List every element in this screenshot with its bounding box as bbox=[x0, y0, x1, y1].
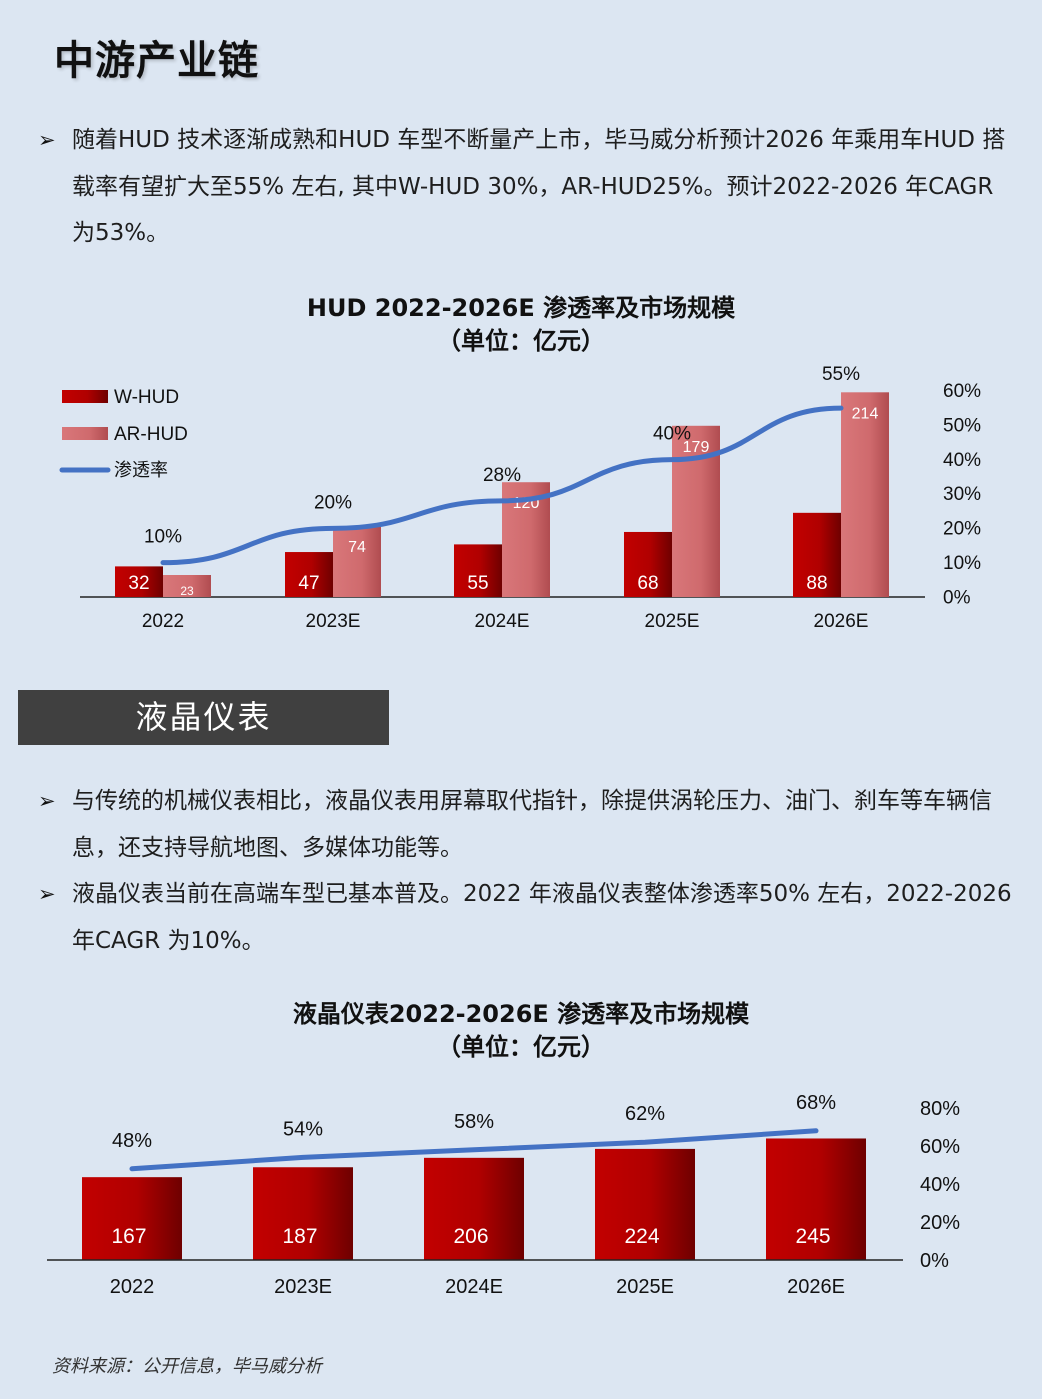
penetration-label: 28% bbox=[483, 465, 521, 486]
lcd-value-label: 167 bbox=[111, 1225, 146, 1248]
chart-subtitle: （单位：亿元） bbox=[437, 1033, 605, 1061]
lcd-bar bbox=[82, 1177, 182, 1260]
x-tick-label: 2022 bbox=[142, 611, 184, 632]
ar-hud-bar bbox=[163, 575, 211, 597]
penetration-label: 54% bbox=[283, 1118, 323, 1140]
x-tick-label: 2025E bbox=[645, 611, 700, 632]
ar-hud-bar bbox=[841, 392, 889, 597]
lcd-bar bbox=[595, 1148, 695, 1260]
penetration-label: 48% bbox=[112, 1130, 152, 1152]
lcd-bar bbox=[253, 1167, 353, 1260]
y2-tick-label: 40% bbox=[943, 450, 981, 471]
y2-tick-label: 30% bbox=[943, 484, 981, 505]
penetration-line bbox=[129, 1128, 819, 1172]
penetration-label: 58% bbox=[454, 1111, 494, 1133]
x-tick-label: 2022 bbox=[110, 1276, 155, 1298]
bullet-text: 与传统的机械仪表相比，液晶仪表用屏幕取代指针，除提供涡轮压力、油门、刹车等车辆信… bbox=[72, 788, 992, 861]
lcd-value-label: 224 bbox=[624, 1225, 659, 1248]
x-tick-label: 2024E bbox=[445, 1276, 503, 1298]
legend-label-w-hud: W-HUD bbox=[114, 387, 179, 408]
page-title: 中游产业链 bbox=[54, 37, 259, 84]
w-hud-value-label: 88 bbox=[806, 573, 827, 594]
x-tick-label: 2023E bbox=[306, 611, 361, 632]
y2-tick-label: 0% bbox=[920, 1250, 949, 1272]
lcd-value-label: 206 bbox=[453, 1225, 488, 1248]
bullet-text: 液晶仪表当前在高端车型已基本普及。2022 年液晶仪表整体渗透率50% 左右，2… bbox=[72, 881, 1012, 954]
bullet-item: ➢ 液晶仪表当前在高端车型已基本普及。2022 年液晶仪表整体渗透率50% 左右，… bbox=[38, 871, 1023, 964]
legend-label-ar-hud: AR-HUD bbox=[114, 424, 188, 445]
ar-hud-value-label: 214 bbox=[852, 405, 879, 422]
lcd-value-label: 187 bbox=[282, 1225, 317, 1248]
legend-swatch-w-hud bbox=[62, 390, 108, 403]
penetration-label: 68% bbox=[796, 1092, 836, 1114]
w-hud-value-label: 55 bbox=[467, 573, 488, 594]
hud-chart-title: HUD 2022-2026E 渗透率及市场规模 （单位：亿元） bbox=[0, 292, 1042, 358]
penetration-line bbox=[160, 405, 844, 566]
chart-title-text: 液晶仪表2022-2026E 渗透率及市场规模 bbox=[292, 1000, 750, 1028]
source-note: 资料来源：公开信息，毕马威分析 bbox=[52, 1356, 322, 1377]
section-header: 液晶仪表 bbox=[18, 690, 389, 745]
y2-tick-label: 50% bbox=[943, 415, 981, 436]
arrow-bullet-icon: ➢ bbox=[38, 882, 56, 906]
x-tick-label: 2024E bbox=[475, 611, 530, 632]
w-hud-bar bbox=[624, 531, 672, 597]
ar-hud-value-label: 74 bbox=[348, 539, 366, 556]
ar-hud-value-label: 179 bbox=[683, 439, 710, 456]
legend-swatch-ar-hud bbox=[62, 427, 108, 440]
w-hud-value-label: 68 bbox=[637, 573, 658, 594]
w-hud-value-label: 47 bbox=[298, 573, 319, 594]
w-hud-bar bbox=[115, 566, 163, 597]
y2-tick-label: 40% bbox=[920, 1174, 960, 1196]
y2-tick-label: 80% bbox=[920, 1098, 960, 1120]
penetration-label: 55% bbox=[822, 364, 860, 385]
lcd-value-label: 245 bbox=[795, 1225, 830, 1248]
lcd-bullet-list: ➢ 与传统的机械仪表相比，液晶仪表用屏幕取代指针，除提供涡轮压力、油门、刹车等车辆… bbox=[38, 778, 1023, 964]
arrow-bullet-icon: ➢ bbox=[38, 128, 56, 152]
bullet-text: 随着HUD 技术逐渐成熟和HUD 车型不断量产上市，毕马威分析预计2026 年乘… bbox=[72, 127, 1006, 246]
ar-hud-bar bbox=[333, 526, 381, 597]
lcd-chart: 167 2022 187 2023E 206 2024E 224 2025E 245 2026E 4… bbox=[47, 1092, 960, 1298]
penetration-label: 20% bbox=[314, 492, 352, 513]
x-tick-label: 2026E bbox=[787, 1276, 845, 1298]
penetration-label: 10% bbox=[144, 527, 182, 548]
ar-hud-value-label: 23 bbox=[180, 584, 194, 598]
x-tick-label: 2023E bbox=[274, 1276, 332, 1298]
lcd-bar bbox=[424, 1157, 524, 1260]
lcd-bar bbox=[766, 1138, 866, 1260]
y2-tick-label: 10% bbox=[943, 553, 981, 574]
x-tick-label: 2025E bbox=[616, 1276, 674, 1298]
bullet-item: ➢ 与传统的机械仪表相比，液晶仪表用屏幕取代指针，除提供涡轮压力、油门、刹车等车辆… bbox=[38, 778, 1023, 871]
y2-tick-label: 20% bbox=[943, 519, 981, 540]
x-tick-label: 2026E bbox=[814, 611, 869, 632]
w-hud-bar bbox=[454, 544, 502, 597]
penetration-label: 62% bbox=[625, 1103, 665, 1125]
y2-tick-label: 20% bbox=[920, 1212, 960, 1234]
bullet-item: ➢ 随着HUD 技术逐渐成熟和HUD 车型不断量产上市，毕马威分析预计2026 年… bbox=[38, 117, 1023, 257]
chart-title-text: HUD 2022-2026E 渗透率及市场规模 bbox=[306, 294, 736, 322]
y2-tick-label: 0% bbox=[943, 587, 971, 608]
y2-tick-label: 60% bbox=[943, 381, 981, 402]
arrow-bullet-icon: ➢ bbox=[38, 789, 56, 813]
w-hud-value-label: 32 bbox=[128, 573, 149, 594]
w-hud-bar bbox=[285, 552, 333, 597]
hud-chart: 32 23202247742023E551202024E681792025E882… bbox=[59, 364, 981, 632]
chart-subtitle: （单位：亿元） bbox=[437, 327, 605, 355]
penetration-label: 40% bbox=[653, 424, 691, 445]
lcd-chart-title: 液晶仪表2022-2026E 渗透率及市场规模 （单位：亿元） bbox=[0, 998, 1042, 1064]
w-hud-bar bbox=[793, 512, 841, 597]
hud-bullet-list: ➢ 随着HUD 技术逐渐成熟和HUD 车型不断量产上市，毕马威分析预计2026 年… bbox=[38, 117, 1023, 257]
legend-label-penetration: 渗透率 bbox=[114, 460, 168, 481]
y2-tick-label: 60% bbox=[920, 1136, 960, 1158]
